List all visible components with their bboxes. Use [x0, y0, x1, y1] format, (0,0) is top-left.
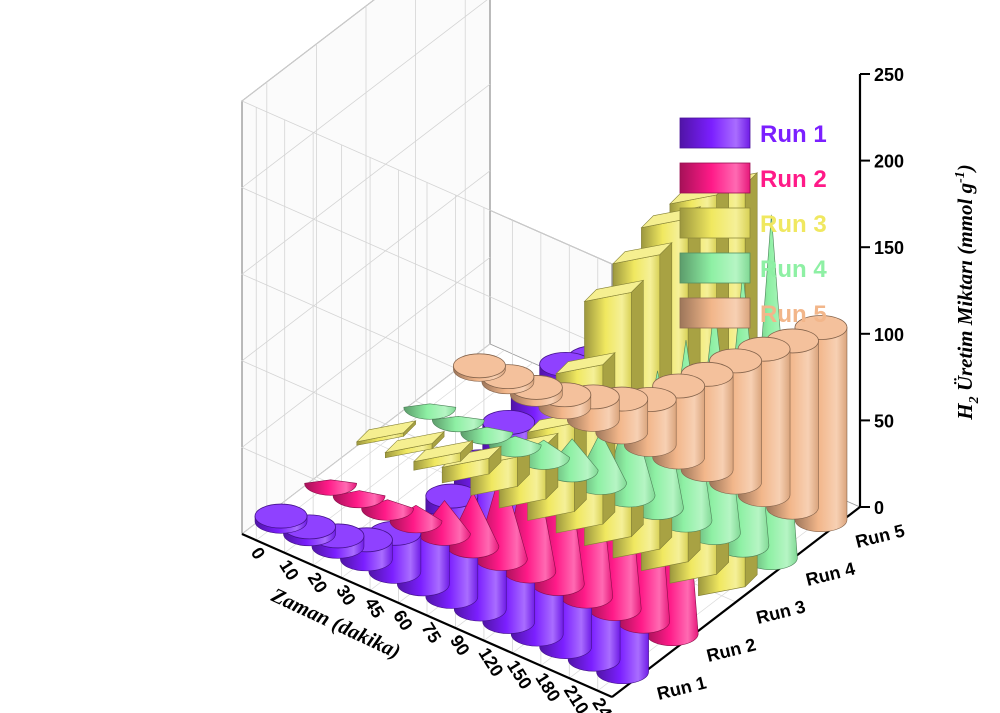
chart-axes [241, 74, 862, 699]
legend-item-run-1: Run 1 [679, 117, 827, 149]
bar-cone [332, 490, 386, 509]
legend-item-run-2: Run 2 [679, 162, 827, 194]
bar-top [453, 353, 506, 379]
bar-run-4-t10 [431, 416, 485, 433]
series-tick-label: Run 3 [754, 596, 807, 628]
z-axis-title-end: ) [953, 164, 977, 173]
legend-label: Run 1 [760, 121, 827, 148]
bar-cone [304, 479, 357, 496]
bar-top [425, 483, 479, 509]
legend-item-run-5: Run 5 [679, 297, 827, 329]
bar-cone [389, 504, 443, 534]
legend-item-run-3: Run 3 [679, 207, 827, 239]
bar-side [460, 439, 473, 463]
bar-cone [431, 416, 485, 433]
series-tick-label: Run 2 [705, 634, 758, 666]
bar-run-3-t10 [384, 430, 446, 459]
bar-side [431, 430, 445, 450]
legend: Run 1 Run 2 Run 3 Run 4 Run 5 [679, 117, 827, 329]
z-axis-title-h: H [953, 403, 977, 421]
chart-marks [254, 172, 848, 685]
bar-side [403, 420, 416, 438]
bar-run-5-t0 [453, 353, 506, 382]
legend-swatch [679, 297, 751, 329]
x-tick-label: 45 [361, 594, 389, 622]
z-axis-title-sub: 2 [967, 396, 982, 404]
z-tick-label: 150 [874, 238, 904, 258]
z-axis-title-sup: -1 [953, 171, 968, 183]
x-tick-label: 10 [275, 556, 303, 584]
bar-run-4-t0 [403, 403, 457, 420]
legend-label: Run 3 [760, 211, 827, 238]
bar-top [254, 503, 308, 529]
bar-cone [403, 403, 457, 420]
x-tick-label: 75 [418, 619, 446, 647]
grid-line-value [241, 0, 613, 351]
bar-run-2-t30 [389, 504, 443, 534]
x-tick-label: 240 [588, 694, 621, 713]
bar-run-2-t10 [332, 490, 386, 509]
legend-item-run-4: Run 4 [679, 252, 827, 284]
bar-side [488, 445, 502, 475]
z-tick-label: 100 [874, 325, 904, 345]
z-tick-label: 0 [874, 498, 884, 518]
z-axis-title: H2 Üretim Miktarı (mmol g-1) [953, 164, 982, 421]
x-tick-label: 30 [332, 581, 360, 609]
legend-swatch [679, 162, 751, 194]
x-tick-label: 20 [304, 569, 332, 597]
bar-run-1-t0 [254, 503, 308, 534]
legend-swatch [679, 252, 751, 284]
z-axis-title-main: Üretim Miktarı (mmol g [953, 183, 977, 397]
series-tick-label: Run 1 [655, 672, 708, 704]
z-tick-label: 250 [874, 65, 904, 85]
series-tick-label: Run 5 [853, 520, 906, 552]
legend-label: Run 2 [760, 166, 827, 193]
bar-cone [460, 426, 514, 445]
time-axis-line [241, 532, 613, 699]
series-tick-label: Run 4 [804, 558, 857, 590]
series-axis-line [611, 506, 861, 698]
legend-label: Run 4 [760, 256, 827, 283]
x-tick-label: 60 [389, 606, 417, 634]
bar-run-3-t20 [412, 439, 474, 471]
z-tick-label: 50 [874, 411, 894, 431]
x-tick-label: 0 [247, 544, 269, 563]
x-tick-label: 90 [446, 632, 474, 660]
legend-label: Run 5 [760, 301, 827, 328]
legend-swatch [679, 207, 751, 239]
legend-swatch [679, 117, 751, 149]
grid-line-value [241, 0, 613, 265]
bar-run-4-t20 [460, 426, 514, 445]
z-tick-label: 200 [874, 152, 904, 172]
bar-run-3-t0 [355, 420, 417, 446]
bar-run-2-t0 [304, 479, 357, 496]
